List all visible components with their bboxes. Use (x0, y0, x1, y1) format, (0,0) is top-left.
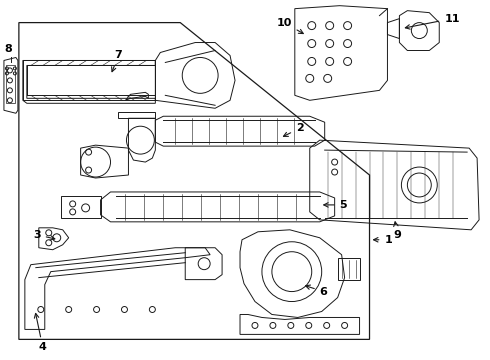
Text: 4: 4 (34, 314, 47, 352)
Text: 8: 8 (4, 45, 12, 54)
Text: 10: 10 (276, 18, 303, 33)
Text: 3: 3 (33, 230, 55, 240)
Text: 9: 9 (393, 222, 401, 240)
Bar (6, 66, 15, 103)
Text: 6: 6 (306, 285, 328, 297)
Text: 5: 5 (324, 200, 347, 210)
Text: 11: 11 (405, 14, 460, 29)
Text: 2: 2 (283, 123, 304, 136)
Text: 1: 1 (373, 235, 392, 245)
Text: 7: 7 (112, 50, 122, 72)
